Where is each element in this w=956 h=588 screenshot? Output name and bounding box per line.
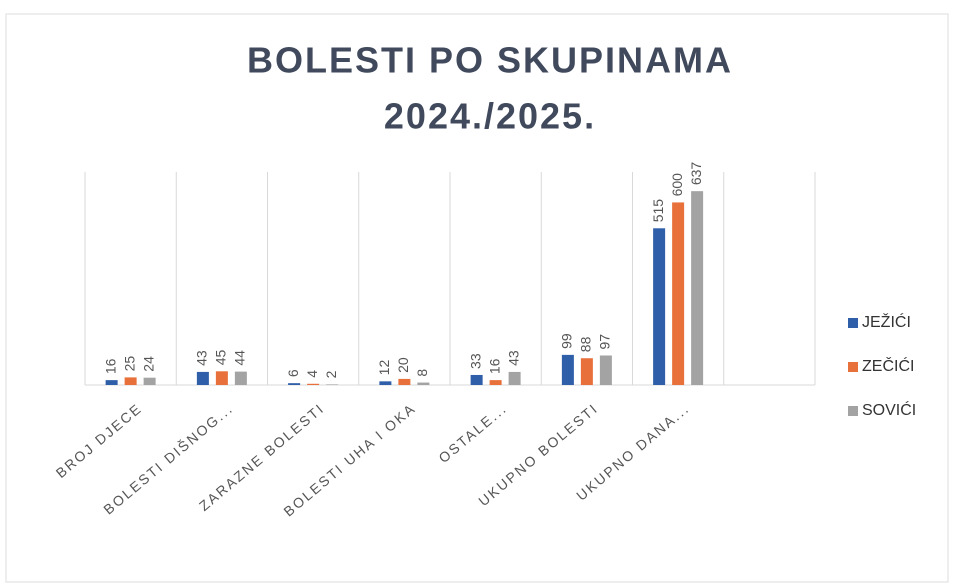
bar (288, 383, 301, 385)
bar (326, 384, 339, 385)
bar (417, 382, 430, 385)
data-label: 88 (578, 336, 594, 352)
bar (599, 355, 612, 385)
data-label: 43 (194, 350, 210, 366)
bar (470, 374, 483, 385)
data-label: 44 (232, 350, 248, 366)
data-label: 45 (213, 350, 229, 366)
data-label: 515 (650, 199, 666, 223)
data-label: 16 (486, 358, 502, 374)
data-label: 2 (323, 370, 339, 378)
chart-frame (5, 13, 949, 583)
legend-label: SOVIĆI (862, 400, 916, 419)
data-label: 97 (597, 334, 613, 350)
bar (580, 358, 593, 385)
legend-swatch (848, 318, 858, 328)
bar (489, 380, 502, 385)
data-label: 43 (505, 350, 521, 366)
bar (307, 383, 320, 385)
data-label: 16 (102, 358, 118, 374)
bar (143, 377, 156, 385)
legend-swatch (848, 406, 858, 416)
bar (234, 371, 247, 385)
bar (398, 378, 411, 385)
bar (672, 202, 685, 385)
legend-swatch (848, 362, 858, 372)
bar (561, 354, 574, 385)
data-label: 12 (376, 360, 392, 376)
data-label: 99 (559, 333, 575, 349)
bar (124, 377, 137, 385)
data-label: 20 (395, 357, 411, 373)
data-label: 6 (285, 369, 301, 377)
data-label: 24 (140, 356, 156, 372)
data-label: 600 (669, 173, 685, 197)
data-label: 25 (121, 356, 137, 372)
legend-label: JEŽIĆI (862, 312, 911, 331)
bar (691, 191, 704, 385)
data-label: 8 (414, 369, 430, 377)
bar (215, 371, 228, 385)
data-label: 33 (467, 353, 483, 369)
data-label: 4 (304, 370, 320, 378)
chart-subtitle: 2024./2025. (384, 96, 596, 137)
legend-label: ZEČIĆI (862, 356, 914, 375)
bar (196, 371, 209, 385)
bar (105, 380, 118, 385)
bar (508, 371, 521, 385)
bar (653, 228, 666, 385)
data-label: 637 (688, 162, 704, 186)
bar (379, 381, 392, 385)
chart-title: BOLESTI PO SKUPINAMA (247, 40, 733, 81)
